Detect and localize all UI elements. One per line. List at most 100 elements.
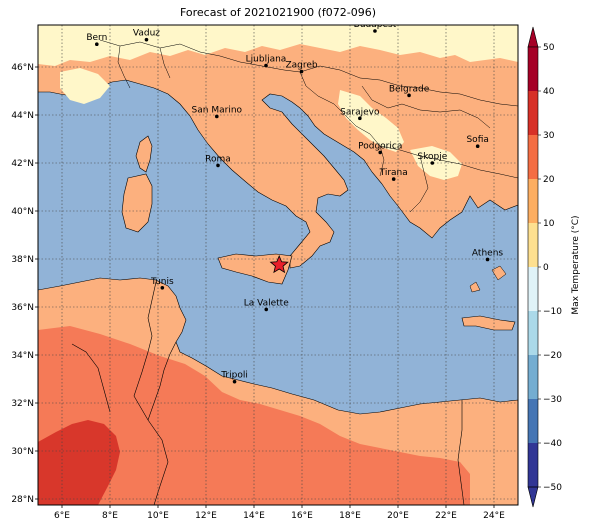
city-sofia[interactable]: Sofia (466, 135, 489, 148)
land-africa-warm (38, 326, 470, 505)
lon-tick-label: 16°E (291, 511, 313, 521)
city-dot (264, 307, 269, 312)
colorbar-tick-label: 40 (543, 87, 555, 97)
land-cool-alps (38, 25, 518, 66)
city-dot (378, 150, 383, 155)
lat-tick-label: 38°N (11, 255, 34, 265)
city-dot (264, 63, 268, 68)
city-dot (358, 116, 362, 121)
border-europe-1 (99, 39, 518, 107)
city-dot (391, 177, 396, 181)
city-dot (475, 144, 480, 148)
city-dot (373, 29, 377, 33)
lat-tick-label: 36°N (11, 303, 34, 313)
lat-tick-label: 44°N (11, 111, 34, 121)
city-dot (485, 257, 490, 262)
city-roma[interactable]: Roma (205, 154, 231, 168)
land-cool-north (60, 68, 110, 104)
city-budapest[interactable]: Budapest (354, 20, 397, 33)
lon-tick-label: 6°E (54, 511, 70, 521)
border-libya-egypt (457, 400, 465, 505)
city-dot (95, 42, 99, 46)
city-dot (299, 69, 304, 74)
city-la-valette[interactable]: La Valette (244, 298, 289, 312)
map-axes: 6°E 8°E 10°E 12°E 14°E 16°E 18°E 20°E 22°E 24°E 28… (11, 63, 505, 521)
city-label: Sofia (466, 135, 488, 145)
city-vaduz[interactable]: Vaduz (133, 29, 160, 42)
city-tirana[interactable]: Tirana (379, 168, 408, 181)
border-tunisia-libya (147, 341, 177, 421)
colorbar-tick-label: −40 (543, 439, 562, 449)
colorbar-segment (528, 223, 538, 267)
colorbar-title: Max Temperature (°C) (571, 215, 581, 314)
lon-tick-label: 22°E (435, 511, 457, 521)
lon-tick-label: 8°E (102, 511, 118, 521)
land-cool-balkans (338, 90, 404, 152)
map-frame (37, 24, 519, 506)
colorbar-tick-label: −20 (543, 351, 562, 361)
city-zagreb[interactable]: Zagreb (285, 61, 318, 74)
colorbar-tick-label: −10 (543, 307, 562, 317)
city-label: Budapest (354, 20, 397, 30)
colorbar-tick-label: 10 (543, 219, 555, 229)
city-label: Podgorica (358, 141, 402, 151)
land-sardinia (121, 173, 153, 233)
lon-tick-label: 10°E (147, 511, 169, 521)
city-label: Ljubljana (246, 55, 287, 65)
land-crete (461, 315, 516, 331)
border-europe-3 (379, 145, 518, 179)
city-tripoli[interactable]: Tripoli (220, 371, 248, 384)
lon-tick-label: 24°E (483, 511, 505, 521)
city-athens[interactable]: Athens (472, 248, 503, 262)
colorbar-segment (528, 267, 538, 311)
city-label: Tirana (379, 168, 408, 178)
lon-tick-label: 20°E (387, 511, 409, 521)
city-label: Tunis (150, 277, 174, 287)
border-europe-6 (117, 45, 171, 89)
colorbar: 50 40 30 20 10 0 −10 −20 −30 −40 −50 (527, 26, 562, 508)
colorbar-tick-label: 50 (543, 43, 555, 53)
colorbar-segment (528, 91, 538, 135)
city-dot (407, 93, 411, 98)
gridlines (38, 25, 518, 505)
lon-tick-label: 14°E (243, 511, 265, 521)
city-label: Bern (86, 33, 107, 43)
colorbar-segment (528, 311, 538, 355)
border-algeria-tunisia (133, 281, 169, 505)
colorbar-tick-label: 0 (543, 263, 549, 273)
colorbar-tick-label: 30 (543, 131, 555, 141)
city-podgorica[interactable]: Podgorica (358, 141, 402, 155)
city-sarajevo[interactable]: Sarajevo (340, 107, 380, 121)
city-dot (430, 161, 435, 165)
lat-tick-label: 34°N (11, 351, 34, 361)
city-dot (232, 379, 237, 384)
city-dot (160, 286, 165, 290)
city-ljubljana[interactable]: Ljubljana (246, 55, 287, 68)
city-label: Athens (472, 248, 503, 258)
city-san-marino[interactable]: San Marino (192, 105, 243, 119)
border-europe-4 (409, 155, 429, 213)
city-label: San Marino (192, 105, 243, 115)
map-title: Forecast of 2021021900 (f072-096) (179, 6, 377, 19)
lat-tick-label: 40°N (11, 207, 34, 217)
city-label: La Valette (244, 298, 289, 308)
city-label: Zagreb (285, 61, 317, 71)
city-label: Sarajevo (340, 107, 380, 117)
colorbar-tick-label: −50 (543, 483, 562, 493)
colorbar-segment (528, 399, 538, 443)
lat-tick-label: 30°N (11, 447, 34, 457)
colorbar-extend-max (527, 26, 539, 48)
city-belgrade[interactable]: Belgrade (389, 84, 430, 98)
city-skopje[interactable]: Skopje (417, 152, 448, 165)
colorbar-extend-min (527, 486, 539, 508)
city-tunis[interactable]: Tunis (150, 277, 174, 290)
city-dot (216, 163, 220, 168)
colorbar-tick-label: 20 (543, 175, 555, 185)
lat-tick-label: 42°N (11, 159, 34, 169)
city-bern[interactable]: Bern (86, 33, 107, 46)
lat-tick-label: 46°N (11, 63, 34, 73)
location-marker-star[interactable] (269, 254, 289, 274)
